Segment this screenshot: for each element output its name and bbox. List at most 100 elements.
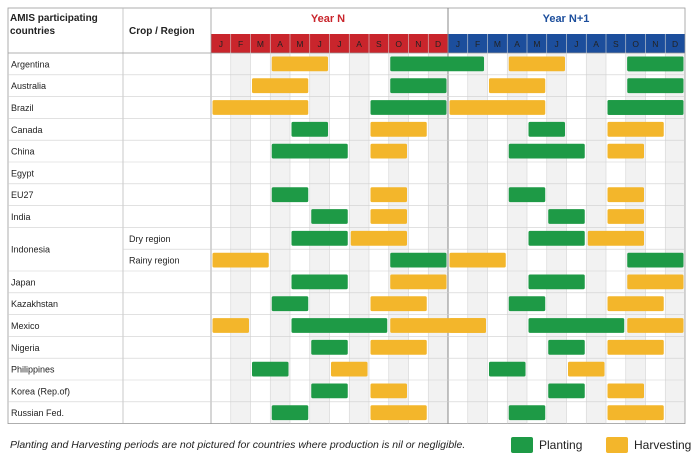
planting-bar — [508, 296, 546, 312]
planting-bar — [528, 318, 625, 333]
month-label: J — [219, 39, 223, 49]
month-label: J — [456, 39, 460, 49]
harvesting-swatch — [606, 437, 628, 453]
month-label: A — [593, 39, 599, 49]
country-label: Mexico — [11, 321, 40, 331]
planting-bar — [508, 187, 546, 203]
country-label: Philippines — [11, 365, 55, 375]
harvesting-bar — [370, 383, 407, 399]
crop-region-header: Crop / Region — [129, 26, 195, 37]
harvesting-bar — [370, 339, 427, 355]
legend-planting: Planting — [511, 436, 582, 454]
country-label: Canada — [11, 125, 43, 135]
harvesting-bar — [449, 100, 546, 115]
planting-bar — [627, 252, 684, 268]
planting-bar — [627, 56, 684, 72]
crop-calendar-chart: J F M A M J J A S O N D J F M A M J J A S O N D Argentina Austral… — [7, 7, 686, 425]
harvesting-bar — [607, 187, 644, 203]
month-label: O — [632, 39, 639, 49]
planting-bar — [370, 100, 447, 115]
month-label: M — [257, 39, 264, 49]
planting-bar — [271, 405, 309, 421]
harvesting-bar — [508, 56, 565, 72]
planting-bar — [291, 318, 388, 333]
harvesting-bar — [370, 143, 407, 159]
year-n-label: Year N — [311, 13, 345, 25]
footnote: Planting and Harvesting periods are not … — [10, 439, 466, 451]
planting-bar — [508, 143, 585, 159]
planting-bar — [548, 383, 585, 399]
region-label: Rainy region — [129, 256, 180, 266]
planting-bar — [271, 187, 309, 203]
year-n-plus-1-label: Year N+1 — [543, 13, 590, 25]
country-label: Brazil — [11, 103, 34, 113]
planting-bar — [607, 100, 684, 115]
month-label: J — [574, 39, 578, 49]
planting-bar — [291, 121, 328, 137]
harvesting-bar — [370, 121, 427, 137]
harvesting-bar — [607, 405, 664, 421]
planting-bar — [528, 274, 585, 290]
planting-bar — [311, 383, 348, 399]
month-label: O — [395, 39, 402, 49]
month-label: J — [337, 39, 341, 49]
harvesting-bar — [607, 296, 664, 312]
harvesting-bar — [607, 143, 644, 159]
planting-bar — [311, 209, 348, 224]
harvesting-legend-label: Harvesting — [634, 438, 692, 452]
month-label: F — [238, 39, 243, 49]
month-label: M — [494, 39, 501, 49]
harvesting-bar — [212, 100, 309, 115]
harvesting-bar — [449, 252, 506, 268]
month-label: D — [672, 39, 678, 49]
harvesting-bar — [607, 383, 644, 399]
planting-bar — [627, 78, 684, 94]
month-label: F — [475, 39, 480, 49]
month-label: A — [356, 39, 362, 49]
month-label: N — [652, 39, 658, 49]
bars-layer — [212, 56, 684, 421]
planting-bar — [548, 209, 585, 224]
harvesting-bar — [252, 78, 309, 94]
month-label: D — [435, 39, 441, 49]
harvesting-bar — [271, 56, 328, 72]
harvesting-bar — [370, 209, 407, 224]
planting-bar — [291, 274, 348, 290]
planting-bar — [489, 361, 526, 377]
planting-bar — [390, 78, 447, 94]
planting-bar — [252, 361, 289, 377]
planting-bar — [291, 230, 348, 246]
country-label: Australia — [11, 81, 46, 91]
month-label: M — [296, 39, 303, 49]
country-label: Russian Fed. — [11, 408, 64, 418]
region-label: Dry region — [129, 234, 171, 244]
planting-bar — [528, 230, 585, 246]
countries-header-line1: AMIS participating — [10, 13, 98, 24]
harvesting-bar — [370, 187, 407, 203]
planting-bar — [311, 339, 348, 355]
harvesting-bar — [390, 318, 486, 333]
harvesting-bar — [607, 339, 664, 355]
legend-harvesting: Harvesting — [606, 436, 691, 454]
country-label: Indonesia — [11, 245, 50, 255]
country-label: Argentina — [11, 59, 50, 69]
month-label: S — [613, 39, 619, 49]
month-label: S — [376, 39, 382, 49]
harvesting-bar — [331, 361, 368, 377]
harvesting-bar — [212, 252, 269, 268]
planting-bar — [390, 252, 447, 268]
country-label: China — [11, 147, 35, 157]
month-label: M — [533, 39, 540, 49]
harvesting-bar — [370, 296, 427, 312]
harvesting-bar — [587, 230, 644, 246]
month-label: A — [277, 39, 283, 49]
month-label: J — [318, 39, 322, 49]
country-label: Kazakhstan — [11, 299, 58, 309]
month-label: A — [514, 39, 520, 49]
country-label: Egypt — [11, 168, 35, 178]
month-label: J — [555, 39, 559, 49]
planting-bar — [271, 296, 309, 312]
planting-bar — [548, 339, 585, 355]
country-label: Korea (Rep.of) — [11, 386, 70, 396]
harvesting-bar — [568, 361, 605, 377]
